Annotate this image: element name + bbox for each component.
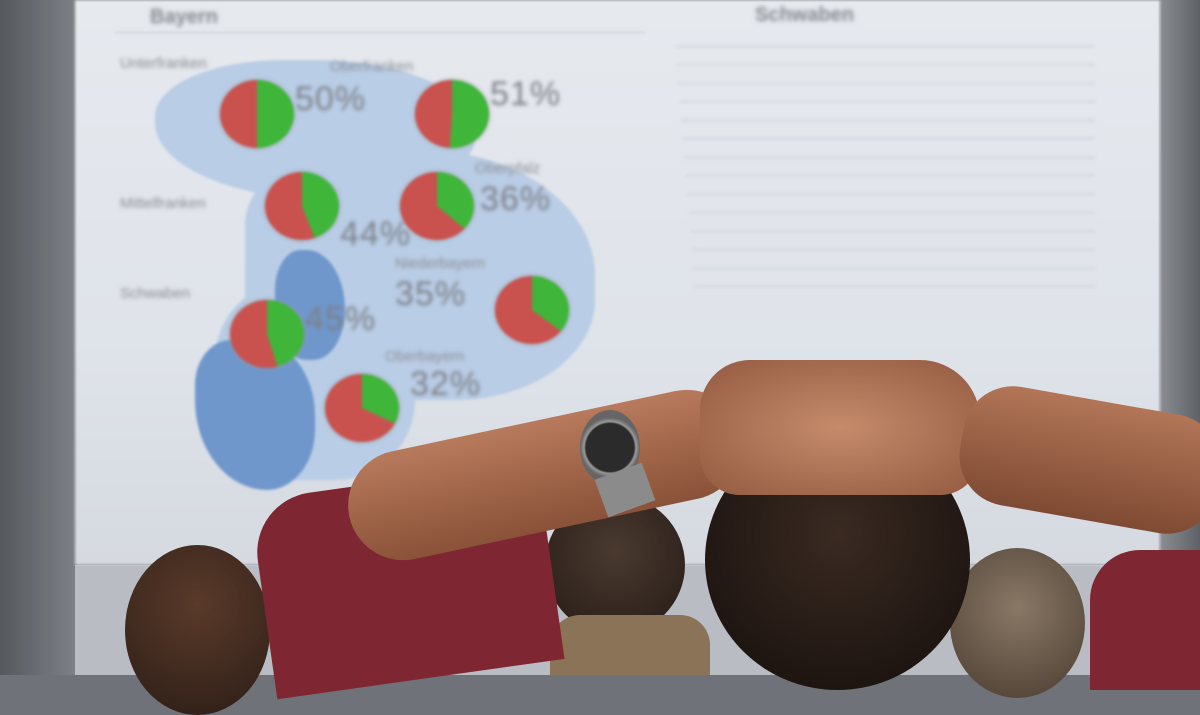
- table-row: [685, 158, 1095, 176]
- pie-chart: [325, 374, 399, 442]
- region-percent: 32%: [410, 365, 482, 403]
- pie-chart: [220, 80, 294, 148]
- title-divider: [115, 32, 645, 33]
- table-row: [688, 195, 1095, 213]
- region-label: Oberbayern: [385, 348, 465, 365]
- region-label: Unterfranken: [120, 55, 207, 72]
- region-percent: 36%: [480, 180, 552, 218]
- results-table: [675, 28, 1095, 287]
- table-row: [694, 269, 1095, 287]
- region-label: Mittelfranken: [120, 195, 206, 212]
- wall-left: [0, 0, 75, 675]
- table-row: [687, 176, 1095, 195]
- table-row: [681, 102, 1095, 121]
- pie-chart: [415, 80, 489, 148]
- region-label: Schwaben: [120, 285, 191, 302]
- region-percent: 50%: [295, 80, 367, 118]
- map-title: Bayern: [150, 6, 218, 28]
- audience-head: [950, 548, 1085, 698]
- table-row: [684, 139, 1095, 158]
- pie-chart: [265, 172, 339, 240]
- region-percent: 45%: [305, 300, 377, 338]
- region-label: Oberpfalz: [475, 160, 541, 177]
- table-row: [678, 65, 1095, 84]
- pie-chart: [400, 172, 474, 240]
- region-percent: 51%: [490, 75, 562, 113]
- table-row: [691, 232, 1095, 250]
- audience-head: [125, 545, 270, 715]
- table-title: Schwaben: [755, 4, 854, 26]
- table-row: [693, 250, 1095, 269]
- region-percent: 35%: [395, 275, 467, 313]
- region-label: Oberfranken: [330, 58, 414, 75]
- region-label: Niederbayern: [395, 255, 486, 272]
- table-row: [676, 47, 1095, 65]
- pie-chart: [230, 300, 304, 368]
- red-sleeve-right: [1090, 550, 1200, 690]
- table-row: [690, 213, 1095, 232]
- table-row: [679, 84, 1095, 102]
- clasped-hands: [700, 360, 980, 495]
- table-row: [682, 121, 1095, 139]
- table-row: [675, 28, 1095, 47]
- region-percent: 44%: [340, 215, 412, 253]
- pie-chart: [495, 276, 569, 344]
- audience-shoulders: [550, 615, 710, 675]
